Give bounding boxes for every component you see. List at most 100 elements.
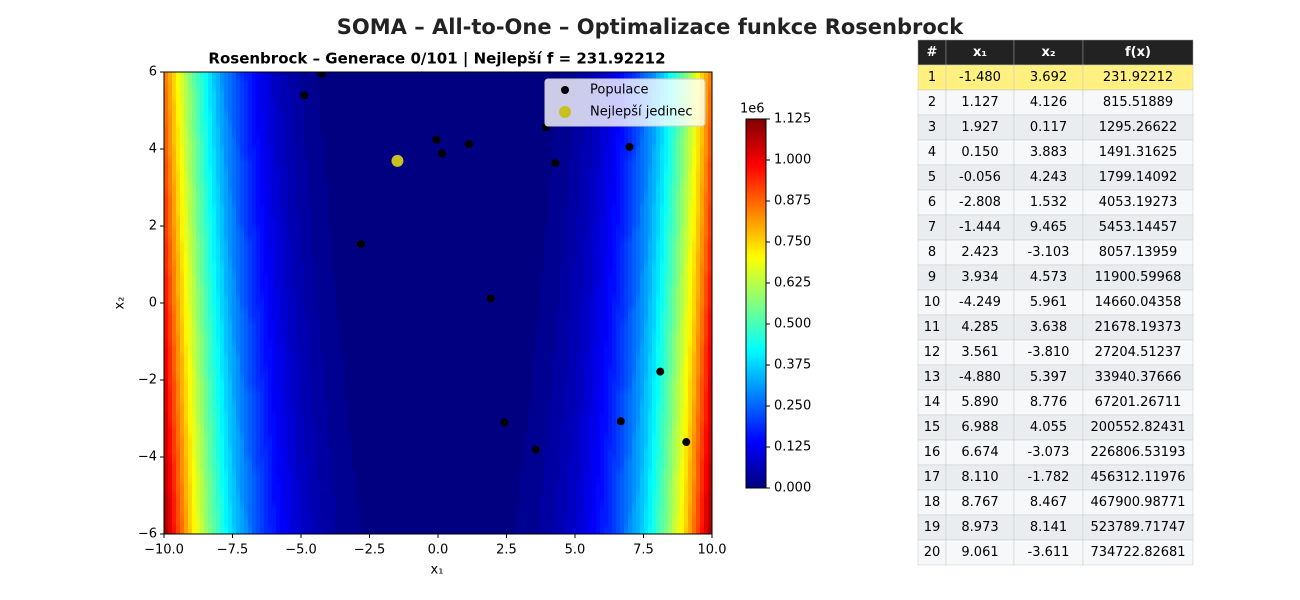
table-text: 5453.14457 bbox=[1099, 220, 1178, 235]
contour-strip bbox=[656, 72, 661, 534]
contour-strip bbox=[492, 72, 497, 534]
table-text: 9.465 bbox=[1030, 220, 1067, 235]
contour-strip bbox=[680, 72, 685, 534]
contour-strip bbox=[284, 72, 289, 534]
table-cell bbox=[1082, 114, 1194, 141]
contour-strip bbox=[400, 72, 405, 534]
contour-strip bbox=[172, 72, 177, 534]
table-text: 20 bbox=[924, 545, 941, 560]
table-text: 33940.37666 bbox=[1095, 370, 1182, 385]
table-text: 4 bbox=[928, 145, 936, 160]
table-text: 4.055 bbox=[1030, 420, 1067, 435]
table-text: 8.141 bbox=[1030, 520, 1067, 535]
table-cell bbox=[945, 414, 1015, 441]
colorbar-tick-label: 1.000 bbox=[774, 153, 811, 168]
table-text: -2.808 bbox=[959, 195, 1001, 210]
contour-strip bbox=[660, 72, 665, 534]
table-text: 200552.82431 bbox=[1090, 420, 1185, 435]
table-cell bbox=[1013, 64, 1084, 91]
contour-strip bbox=[476, 72, 481, 534]
y-tick-label: −4 bbox=[138, 450, 157, 465]
table-cell bbox=[917, 414, 947, 441]
contour-strip bbox=[348, 72, 353, 534]
figure-title: SOMA – All-to-One – Optimalizace funkce … bbox=[337, 15, 964, 39]
contour-strip bbox=[280, 72, 285, 534]
y-tick-label: 6 bbox=[149, 65, 157, 80]
table-text: 4.573 bbox=[1030, 270, 1067, 285]
contour-strip bbox=[320, 72, 325, 534]
table-cell bbox=[1013, 389, 1084, 416]
contour-strip bbox=[584, 72, 589, 534]
contour-strip bbox=[564, 72, 569, 534]
table-text: 8.110 bbox=[961, 470, 998, 485]
y-tick-label: −6 bbox=[138, 527, 157, 542]
contour-strip bbox=[252, 72, 257, 534]
contour-strip bbox=[304, 72, 309, 534]
table-text: -4.880 bbox=[959, 370, 1001, 385]
table-text: 1.532 bbox=[1030, 195, 1067, 210]
colorbar-tick-label: 0.500 bbox=[774, 317, 811, 332]
contour-strip bbox=[368, 72, 373, 534]
x-axis-label: x₁ bbox=[431, 563, 444, 578]
table-text: 0.150 bbox=[961, 145, 998, 160]
table-text: 8057.13959 bbox=[1099, 245, 1178, 260]
contour-strip bbox=[364, 72, 369, 534]
table-cell bbox=[945, 164, 1015, 191]
table-cell bbox=[1013, 164, 1084, 191]
table-cell bbox=[945, 189, 1015, 216]
table-cell bbox=[917, 339, 947, 366]
table-cell bbox=[917, 389, 947, 416]
contour-strip bbox=[432, 72, 437, 534]
x-tick-label: 0.0 bbox=[428, 543, 449, 558]
table-text: 2 bbox=[928, 95, 936, 110]
table-text: 14660.04358 bbox=[1095, 295, 1182, 310]
contour-strip bbox=[184, 72, 189, 534]
population-point bbox=[486, 294, 495, 303]
table-text: 4.126 bbox=[1030, 95, 1067, 110]
table-cell bbox=[1082, 89, 1194, 116]
table-text: -3.073 bbox=[1028, 445, 1070, 460]
table-cell bbox=[945, 214, 1015, 241]
best-point bbox=[391, 154, 404, 167]
population-point bbox=[656, 367, 665, 376]
table-header-cell bbox=[945, 39, 1015, 66]
contour-strip bbox=[424, 72, 429, 534]
table-cell bbox=[917, 239, 947, 266]
contour-strip bbox=[260, 72, 265, 534]
table-text: 1.127 bbox=[961, 95, 998, 110]
contour-strip bbox=[276, 72, 281, 534]
table-cell bbox=[917, 489, 947, 516]
colorbar-tick-label: 0.750 bbox=[774, 235, 811, 250]
contour-strip bbox=[508, 72, 513, 534]
table-cell bbox=[1013, 439, 1084, 466]
contour-strip bbox=[572, 72, 577, 534]
table-header-cell bbox=[917, 39, 947, 66]
contour-strip bbox=[484, 72, 489, 534]
contour-strip bbox=[468, 72, 473, 534]
contour-strip bbox=[228, 72, 233, 534]
table-cell bbox=[945, 289, 1015, 316]
table-text: 734722.82681 bbox=[1090, 545, 1185, 560]
contour-strip bbox=[384, 72, 389, 534]
table-cell bbox=[1082, 214, 1194, 241]
table-cell bbox=[1082, 164, 1194, 191]
table-header: # bbox=[927, 45, 938, 60]
contour-strip bbox=[588, 72, 593, 534]
table-text: 4053.19273 bbox=[1099, 195, 1178, 210]
population-point bbox=[464, 140, 473, 149]
legend-marker bbox=[559, 106, 571, 118]
table-text: 3.638 bbox=[1030, 320, 1067, 335]
table-text: 5.397 bbox=[1030, 370, 1067, 385]
population-point bbox=[317, 72, 326, 78]
table-text: 14 bbox=[924, 395, 941, 410]
colorbar-tick-label: 1.125 bbox=[774, 112, 811, 127]
contour-strip bbox=[392, 72, 397, 534]
colorbar-offset: 1e6 bbox=[740, 102, 765, 117]
contour-strip bbox=[676, 72, 681, 534]
population-point bbox=[551, 158, 560, 167]
contour-strip bbox=[312, 72, 317, 534]
table-cell bbox=[1082, 364, 1194, 391]
table-text: 21678.19373 bbox=[1095, 320, 1182, 335]
contour-strip bbox=[696, 72, 701, 534]
